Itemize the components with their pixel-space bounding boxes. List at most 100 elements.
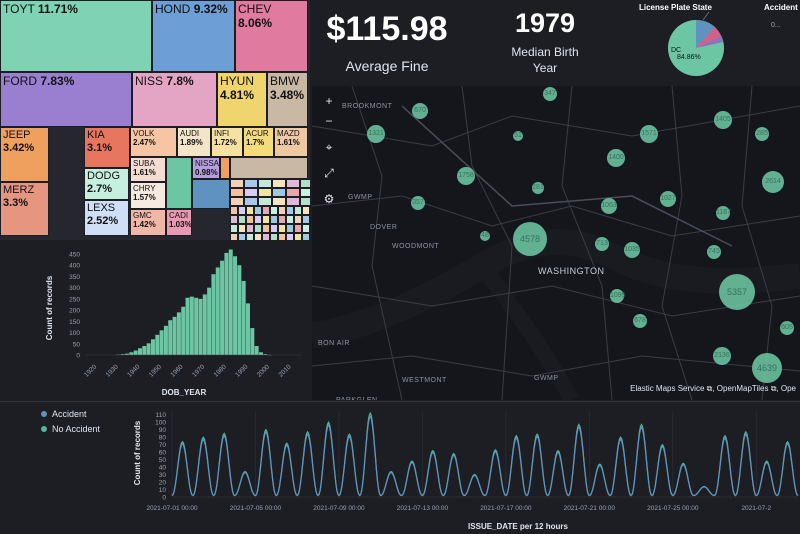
treemap-cell-dodg[interactable]: DODG 2.7% [84,168,129,200]
treemap-small-cell[interactable] [300,179,310,188]
treemap-cell-kia[interactable]: KIA 3.1% [84,127,130,168]
treemap-small-cell[interactable] [220,157,230,179]
series-line-accident[interactable] [171,415,799,497]
map-cluster[interactable]: 1167 [716,206,731,220]
zoom-out-button[interactable]: − [325,114,333,128]
treemap-small-cell[interactable] [254,233,262,240]
map-cluster[interactable]: 1405 [714,111,732,129]
map-cluster[interactable]: 678 [633,314,647,328]
map-cluster[interactable]: 2614 [762,171,784,193]
map-panel[interactable]: 670 347 1321 51 1571 1405 285 1400 1758 281 1027 10… [312,86,800,400]
treemap-small-cell[interactable] [300,197,310,206]
treemap-small-cell[interactable] [262,224,270,233]
histogram-bar[interactable] [254,346,259,355]
treemap-cell-infi[interactable]: INFI 1.72% [211,127,243,157]
treemap-small-cell[interactable] [302,224,310,233]
map-cluster[interactable]: 4639 [752,353,782,383]
map-cluster[interactable]: 51 [513,131,523,141]
treemap-cell-mazd[interactable]: MAZD 1.61% [274,127,308,157]
map-cluster[interactable]: 1321 [367,125,385,143]
treemap-cell-cadi[interactable]: CADI 1.03% [166,209,192,236]
treemap-small-cell[interactable] [272,188,286,197]
histogram-bar[interactable] [163,325,168,355]
histogram-bar[interactable] [120,354,125,355]
treemap-small-cell[interactable] [244,188,258,197]
treemap-small-cell[interactable] [230,197,244,206]
fit-bounds-icon[interactable]: ⤢ [324,166,334,180]
map-cluster[interactable]: 1095 [610,289,626,303]
treemap-small-cell[interactable] [238,224,246,233]
treemap-small-cell[interactable] [244,197,258,206]
treemap-small-cell[interactable] [286,179,300,188]
histogram-bar[interactable] [207,287,212,355]
map-cluster[interactable]: 347 [543,87,557,101]
treemap-cell-gmc[interactable]: GMC 1.42% [130,209,166,236]
treemap-small-cell[interactable] [258,197,272,206]
map-cluster[interactable]: 670 [412,103,428,119]
treemap-small-cell[interactable] [230,233,238,240]
treemap-small-cell[interactable] [294,224,302,233]
map-cluster[interactable]: 4578 [513,222,547,256]
treemap-cell-hond[interactable]: HOND 9.32% [152,0,235,72]
locate-icon[interactable]: ⌖ [325,140,333,154]
series-line-no-accident[interactable] [171,411,799,497]
treemap-small-cell[interactable] [258,188,272,197]
treemap-small-cell[interactable] [166,157,192,209]
histogram-bar[interactable] [185,297,190,355]
histogram-bar[interactable] [224,252,229,355]
treemap-cell-chev[interactable]: CHEV 8.06% [235,0,308,72]
treemap-cell-suba[interactable]: SUBA 1.61% [130,157,166,182]
histogram-bar[interactable] [237,265,242,355]
treemap-small-cell[interactable] [286,215,294,224]
treemap-small-cell[interactable] [254,215,262,224]
treemap-cell-acur[interactable]: ACUR 1.7% [243,127,274,157]
treemap-small-cell[interactable] [302,215,310,224]
treemap-cell-chry[interactable]: CHRY 1.57% [130,182,166,209]
treemap-small-cell[interactable] [192,179,230,209]
treemap-small-cell[interactable] [238,215,246,224]
pie-slice-other-2[interactable] [696,27,721,48]
map-cluster[interactable]: 1571 [640,125,658,143]
treemap-small-cell[interactable] [270,206,278,215]
histogram-bar[interactable] [250,328,255,355]
histogram-bar[interactable] [194,297,199,355]
treemap-small-cell[interactable] [294,215,302,224]
map-attribution[interactable]: Elastic Maps Service ⧉, OpenMapTiles ⧉, … [630,384,796,393]
treemap-small-cell[interactable] [262,206,270,215]
treemap-small-cell[interactable] [246,233,254,240]
histogram-bar[interactable] [133,350,138,355]
treemap-small-cell[interactable] [262,215,270,224]
treemap-small-cell[interactable] [278,233,286,240]
treemap-cell-volk[interactable]: VOLK 2.47% [130,127,177,157]
legend-item-accident[interactable]: Accident [41,409,87,419]
treemap-cell-audi[interactable]: AUDI 1.89% [177,127,211,157]
map-cluster[interactable]: 2136 [713,347,731,365]
histogram-bar[interactable] [168,320,173,355]
pie-slice-other[interactable] [696,19,715,48]
treemap-small-cell[interactable] [300,188,310,197]
treemap-small-cell[interactable] [246,224,254,233]
zoom-in-button[interactable]: + [325,94,333,108]
treemap-small-cell[interactable] [258,179,272,188]
histogram-bar[interactable] [142,346,147,355]
treemap-small-cell[interactable] [294,206,302,215]
treemap-cell-toyt[interactable]: TOYT 11.71% [0,0,152,72]
histogram-bar[interactable] [176,312,181,355]
map-cluster[interactable]: 48 [480,231,490,241]
histogram-bar[interactable] [138,348,142,355]
treemap-small-cell[interactable] [230,215,238,224]
tools-icon[interactable]: ⚙ [323,192,335,206]
histogram-bar[interactable] [202,294,207,355]
histogram-bar[interactable] [246,303,250,355]
treemap-small-cell[interactable] [272,197,286,206]
treemap-small-cell[interactable] [254,206,262,215]
treemap-small-cell[interactable] [246,206,254,215]
treemap-small-cell[interactable] [278,206,286,215]
treemap-small-cell[interactable] [278,215,286,224]
treemap-small-cell[interactable] [286,233,294,240]
treemap-cell-niss[interactable]: NISS 7.8% [132,72,217,127]
histogram-bar[interactable] [125,353,130,355]
histogram-bar[interactable] [215,267,220,355]
histogram-bar[interactable] [233,256,238,355]
treemap-small-cell[interactable] [238,206,246,215]
